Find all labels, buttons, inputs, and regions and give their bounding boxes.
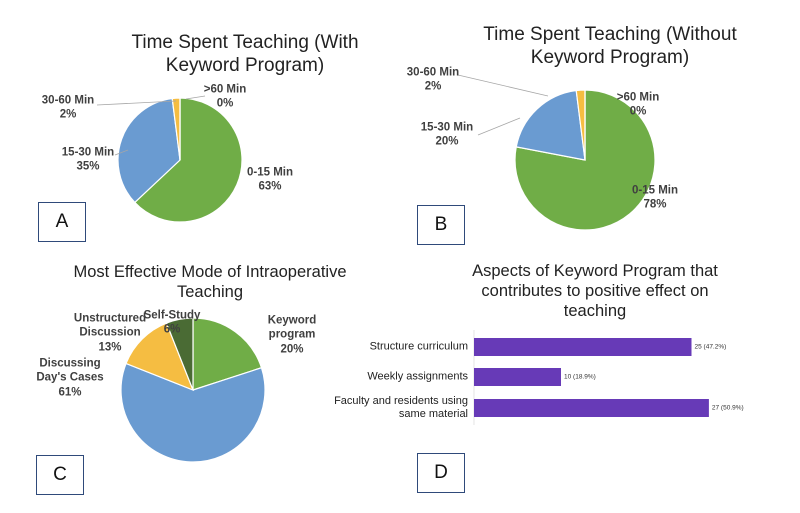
leader-line	[185, 95, 206, 100]
slice-label: 30-60 Min 2%	[28, 94, 108, 123]
slice-value-label: 20%	[280, 343, 304, 356]
slice-value-label: 78%	[643, 199, 667, 211]
slice-category: Self-Study	[143, 309, 201, 322]
slice-value-label: 13%	[98, 341, 122, 354]
bar-value-label: 10 (18.9%)	[564, 373, 596, 381]
chart-title: Time Spent Teaching (Without Keyword Pro…	[483, 24, 737, 68]
leader-line	[457, 74, 549, 97]
slice-category: 30-60 Min	[406, 66, 460, 79]
slice-label: 15-30 Min 20%	[407, 121, 487, 150]
leader-line	[114, 149, 129, 156]
slice-value-label: 20%	[435, 136, 459, 148]
slice-label: Discussing Day's Cases 61%	[33, 356, 108, 399]
panel-label: D	[417, 453, 465, 493]
pie-slice	[165, 317, 194, 391]
bar	[474, 399, 709, 417]
pie-slice	[125, 322, 195, 392]
chart-title: Most Effective Mode of Intraoperative Te…	[73, 263, 347, 301]
slice-value-label: 63%	[258, 181, 282, 193]
slice-label: 15-30 Min 35%	[48, 146, 128, 175]
slice-category: Discussing Day's Cases	[36, 357, 104, 384]
bar-category: Structure curriculum	[369, 340, 468, 353]
bar-value-label: 27 (50.9%)	[711, 404, 744, 412]
slice-value-label: 0%	[629, 106, 647, 118]
slice-label: Self-Study 6%	[137, 309, 207, 338]
slice-category: >60 Min	[203, 83, 247, 96]
bar-value-label: 25 (47.2%)	[694, 343, 727, 351]
slice-label: 0-15 Min 63%	[230, 166, 310, 195]
pie-slice	[120, 362, 266, 463]
leader-line	[96, 100, 177, 106]
panel-label: C	[36, 455, 84, 495]
slice-category: 30-60 Min	[41, 94, 95, 107]
slice-category: 15-30 Min	[420, 121, 474, 134]
pie-slice	[192, 317, 263, 391]
slice-value-label: 2%	[59, 109, 77, 121]
slice-label: >60 Min 0%	[608, 91, 668, 120]
bar	[474, 338, 692, 356]
slice-category: 0-15 Min	[246, 166, 293, 179]
slice-value-label: 0%	[216, 98, 234, 110]
slice-label: Keyword program 20%	[255, 313, 330, 356]
slice-category: 15-30 Min	[61, 146, 115, 159]
slice-value-label: 35%	[76, 161, 100, 173]
slice-value-label: 61%	[58, 386, 82, 399]
pie-slice	[133, 97, 243, 223]
slice-category: Unstructured Discussion	[73, 312, 147, 339]
slice-value-label: 2%	[424, 81, 442, 93]
panel-label: A	[38, 202, 86, 242]
panel-label: B	[417, 205, 465, 245]
slice-category: 0-15 Min	[631, 184, 678, 197]
slice-label: 30-60 Min 2%	[393, 66, 473, 95]
slice-label: 0-15 Min 78%	[615, 184, 695, 213]
slice-category: Keyword program	[267, 314, 317, 341]
bar	[474, 368, 561, 386]
slice-label: >60 Min 0%	[195, 83, 255, 112]
slice-label: Unstructured Discussion 13%	[65, 311, 155, 354]
pie-slice	[515, 89, 586, 161]
leader-line	[477, 117, 521, 136]
chart-title: Aspects of Keyword Program that contribu…	[472, 262, 718, 320]
slice-category: >60 Min	[616, 91, 660, 104]
bar-category: Weekly assignments	[367, 370, 468, 383]
bar-category: Faculty and residents using same materia…	[334, 394, 468, 420]
chart-title: Time Spent Teaching (With Keyword Progra…	[131, 32, 359, 76]
slice-value-label: 6%	[163, 324, 181, 336]
